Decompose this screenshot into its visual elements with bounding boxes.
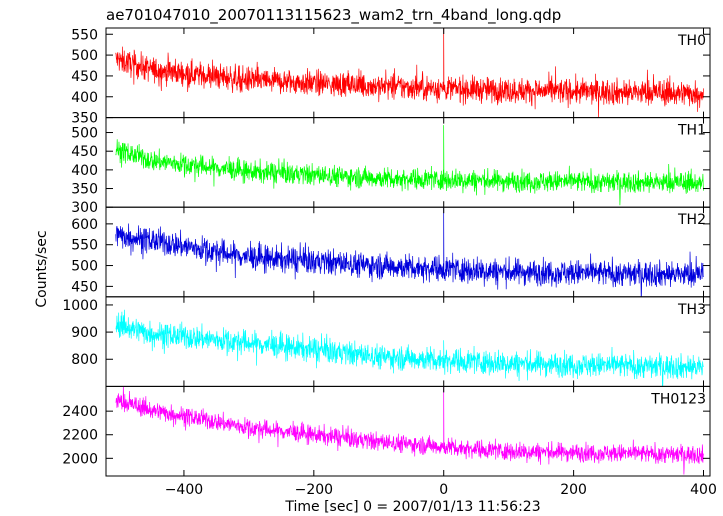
panel-th0123: 2000 2200 2400 TH0123 [62, 385, 711, 477]
x-tick-label: 400 [690, 482, 717, 498]
y-tick-label-th3: 1000 [62, 298, 98, 314]
y-tick-label-th0123: 2200 [62, 428, 98, 444]
chart-title: ae701047010_20070113115623_wam2_trn_4ban… [106, 6, 561, 25]
x-tick-label: 0 [439, 482, 448, 498]
x-axis: −400 −200 0 200 400 [165, 482, 717, 498]
panels-group: 350 400 450 500 550 TH0 300 350 400 450 500 TH1 450 5… [62, 27, 711, 477]
series-line-th2 [115, 207, 704, 297]
y-tick-label-th2: 500 [71, 259, 98, 275]
series-line-th1 [115, 125, 704, 206]
y-tick-label-th0: 550 [71, 27, 98, 43]
series-line-th0123 [115, 386, 704, 475]
y-tick-label-th2: 450 [71, 279, 98, 295]
panel-th3: 800 900 1000 TH3 [62, 296, 711, 387]
y-tick-label-th2: 600 [71, 217, 98, 233]
y-tick-label-th1: 400 [71, 163, 98, 179]
x-tick-label: 200 [560, 482, 587, 498]
panel-label-th2: TH2 [677, 212, 706, 228]
y-tick-label-th1: 300 [71, 200, 98, 216]
y-tick-label-th0123: 2400 [62, 404, 98, 420]
y-tick-label-th1: 350 [71, 182, 98, 198]
panel-label-th3: TH3 [677, 302, 706, 318]
y-tick-label-th3: 800 [71, 352, 98, 368]
y-tick-label-th0123: 2000 [62, 451, 98, 467]
x-tick-label: −200 [295, 482, 333, 498]
y-tick-label-th2: 550 [71, 238, 98, 254]
panel-th1: 300 350 400 450 500 TH1 [71, 117, 711, 216]
panel-th2: 450 500 550 600 TH2 [71, 206, 711, 298]
panel-th0: 350 400 450 500 550 TH0 [71, 27, 711, 127]
y-tick-label-th1: 500 [71, 126, 98, 142]
series-line-th3 [115, 309, 704, 387]
panel-frame-th0123 [105, 385, 711, 477]
y-axis-label: Counts/sec [34, 230, 50, 307]
y-tick-label-th1: 450 [71, 144, 98, 160]
panel-label-th1: TH1 [677, 123, 706, 139]
x-axis-label: Time [sec] 0 = 2007/01/13 11:56:23 [284, 499, 540, 515]
panel-label-th0: TH0 [677, 33, 706, 49]
y-tick-label-th3: 900 [71, 325, 98, 341]
y-tick-label-th0: 350 [71, 111, 98, 127]
series-line-th0 [115, 28, 704, 118]
x-tick-label: −400 [165, 482, 203, 498]
y-tick-label-th0: 400 [71, 90, 98, 106]
y-tick-label-th0: 450 [71, 69, 98, 85]
y-tick-label-th0: 500 [71, 48, 98, 64]
panel-label-th0123: TH0123 [650, 391, 706, 407]
